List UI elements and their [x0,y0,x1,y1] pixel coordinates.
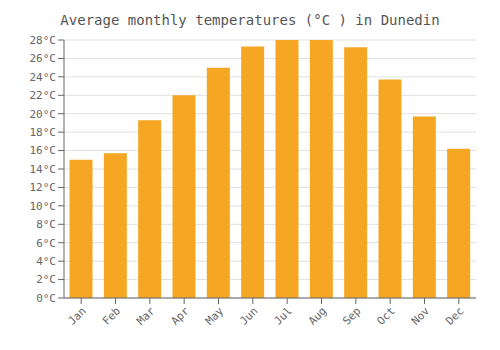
svg-text:18°C: 18°C [30,126,57,139]
svg-text:24°C: 24°C [30,71,57,84]
svg-text:Dec: Dec [443,304,466,327]
svg-text:6°C: 6°C [36,237,56,250]
svg-text:2°C: 2°C [36,273,56,286]
svg-text:Apr: Apr [169,304,193,328]
svg-text:20°C: 20°C [30,108,57,121]
svg-text:22°C: 22°C [30,89,57,102]
svg-text:Jan: Jan [66,304,89,327]
svg-text:26°C: 26°C [30,52,57,65]
svg-text:14°C: 14°C [30,163,57,176]
svg-text:Feb: Feb [100,304,123,327]
svg-text:16°C: 16°C [30,144,57,157]
svg-text:Mar: Mar [134,304,158,328]
svg-text:10°C: 10°C [30,200,57,213]
svg-text:0°C: 0°C [36,292,56,305]
svg-text:28°C: 28°C [30,34,57,47]
svg-text:12°C: 12°C [30,181,57,194]
svg-text:Sep: Sep [340,304,363,327]
svg-text:Jul: Jul [272,304,295,327]
svg-text:8°C: 8°C [36,218,56,231]
svg-text:Aug: Aug [306,304,329,327]
svg-text:Nov: Nov [409,304,433,328]
svg-text:Jun: Jun [237,304,260,327]
svg-text:May: May [203,304,227,328]
svg-text:Oct: Oct [375,304,398,327]
html-text:Average monthly temperatures (: Average monthly temperatures (°C ) in Du… [60,12,440,28]
svg-text:4°C: 4°C [36,255,56,268]
